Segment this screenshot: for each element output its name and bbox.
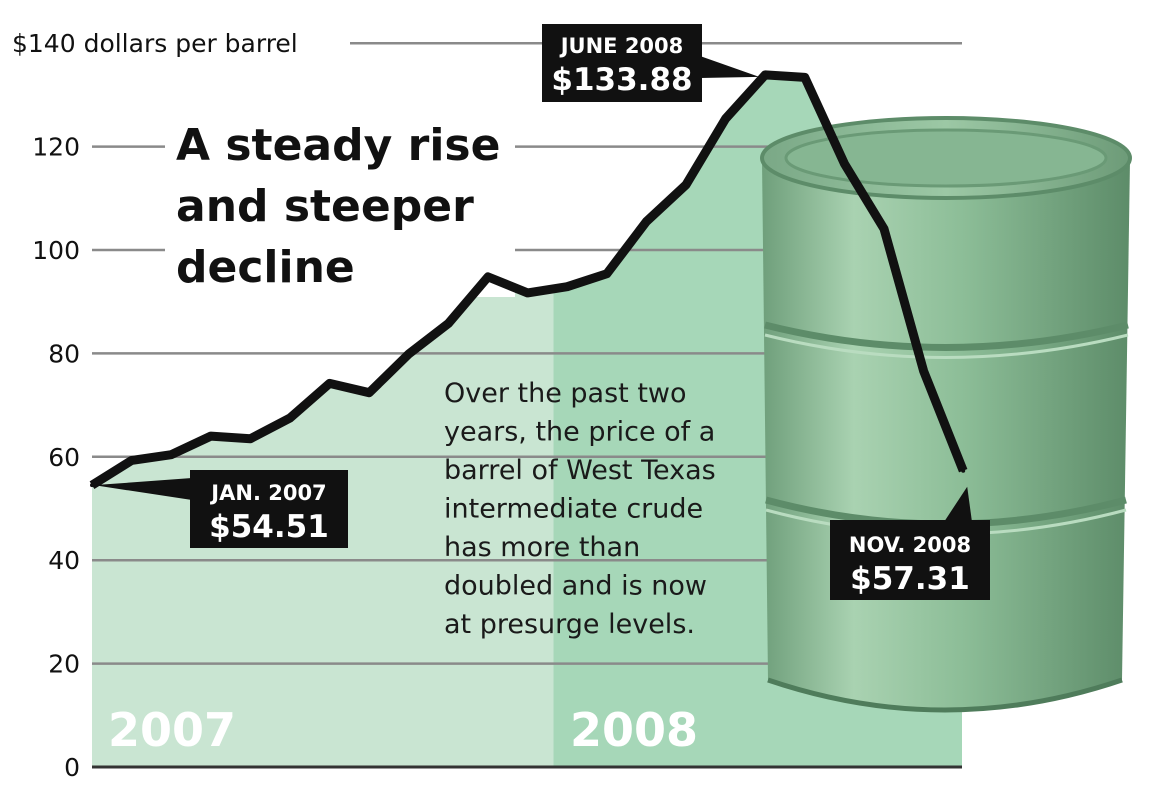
title-line: A steady rise (176, 120, 500, 171)
callout-price-label: $133.88 (551, 62, 692, 98)
data-point (525, 290, 530, 295)
callout-date-label: NOV. 2008 (849, 533, 971, 557)
data-point (288, 416, 292, 421)
callout-date-label: JUNE 2008 (559, 34, 684, 58)
description-line: barrel of West Texas (444, 455, 716, 486)
data-point (327, 381, 332, 386)
data-point (961, 468, 966, 473)
chart-title: A steady rise and steeper decline (165, 112, 515, 297)
title-line: and steeper (176, 181, 474, 232)
y-axis-labels: 0 20 40 60 80 100 120 $140 dollars per barrel (12, 29, 298, 782)
description-line: Over the past two (444, 378, 687, 409)
data-point (208, 434, 213, 439)
description-line: years, the price of a (444, 417, 715, 448)
y-tick-label: 80 (48, 339, 80, 368)
data-point (565, 284, 570, 289)
y-tick-label: $140 dollars per barrel (12, 29, 298, 58)
callout-nov-2008: NOV. 2008 $57.31 (830, 486, 990, 600)
data-point (644, 219, 649, 224)
callout-date-label: JAN. 2007 (209, 481, 326, 505)
data-point (486, 274, 490, 279)
title-line: decline (176, 242, 355, 293)
description-line: doubled and is now (444, 571, 707, 602)
data-point (248, 436, 253, 441)
period-label-2007: 2007 (108, 703, 236, 757)
data-point (684, 182, 688, 187)
data-point (446, 321, 451, 326)
y-tick-label: 0 (64, 753, 80, 782)
period-labels: 2007 2008 (108, 703, 698, 757)
y-tick-label: 20 (48, 650, 80, 679)
data-point (406, 351, 411, 356)
description-line: intermediate crude (444, 494, 703, 525)
data-points (90, 72, 966, 488)
data-point (921, 368, 926, 373)
description-line: has more than (444, 532, 640, 563)
data-point (90, 483, 94, 488)
data-point (723, 116, 728, 121)
y-tick-label: 120 (32, 133, 80, 162)
title-backdrop (165, 112, 515, 297)
callout-jan-2007: JAN. 2007 $54.51 (94, 470, 348, 548)
description-text: Over the past two years, the price of a ba… (444, 378, 716, 640)
callout-price-label: $54.51 (209, 509, 329, 545)
y-tick-label: 60 (48, 443, 80, 472)
data-point (763, 72, 768, 77)
description-line: at presurge levels. (444, 609, 695, 640)
y-tick-label: 100 (32, 236, 80, 265)
y-tick-label: 40 (48, 546, 80, 575)
data-point (882, 226, 886, 231)
oil-barrel-illustration (760, 116, 1132, 713)
data-point (604, 271, 609, 276)
data-point (169, 452, 174, 457)
data-point (129, 458, 134, 463)
data-point (842, 161, 847, 166)
data-point (367, 390, 372, 395)
period-label-2008: 2008 (570, 703, 698, 757)
data-point (802, 75, 807, 80)
callout-june-2008: JUNE 2008 $133.88 (542, 24, 760, 102)
callout-price-label: $57.31 (850, 561, 970, 597)
